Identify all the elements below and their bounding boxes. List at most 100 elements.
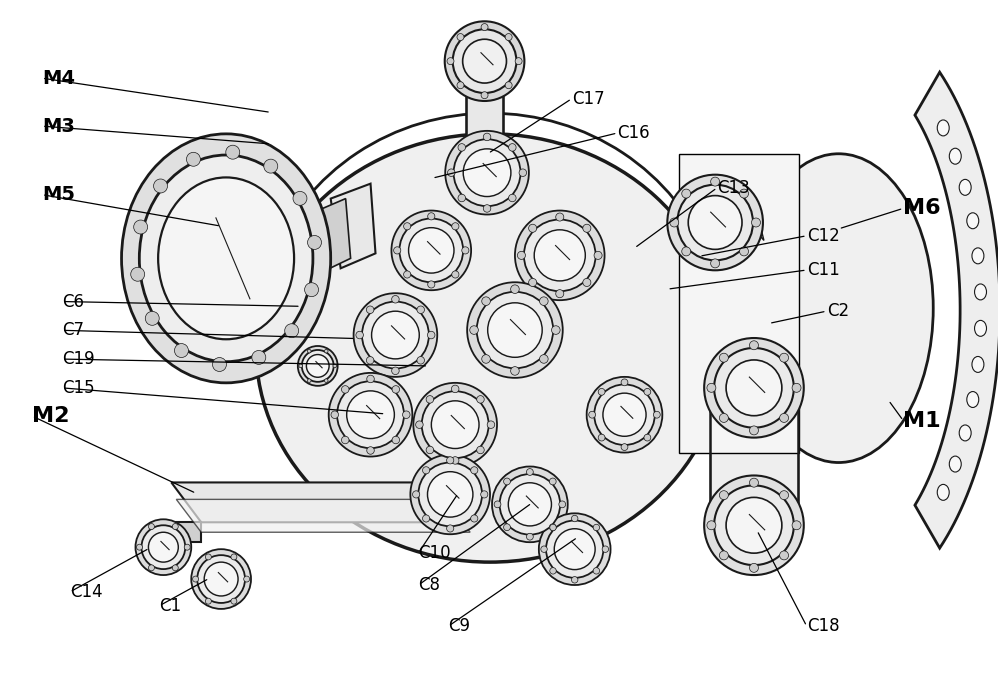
Circle shape: [399, 219, 463, 282]
Circle shape: [749, 563, 758, 572]
Circle shape: [571, 515, 578, 522]
Circle shape: [356, 331, 363, 338]
Circle shape: [677, 184, 753, 260]
Circle shape: [550, 568, 556, 574]
Circle shape: [704, 338, 804, 438]
Circle shape: [137, 544, 143, 550]
Circle shape: [711, 259, 720, 268]
Circle shape: [458, 194, 466, 202]
Circle shape: [341, 436, 349, 444]
Circle shape: [307, 350, 311, 353]
Circle shape: [792, 521, 801, 530]
Text: C11: C11: [807, 261, 840, 279]
Text: C1: C1: [159, 596, 182, 615]
Circle shape: [515, 211, 605, 300]
Circle shape: [589, 411, 596, 418]
Circle shape: [451, 457, 459, 464]
Circle shape: [471, 466, 478, 474]
Circle shape: [482, 354, 490, 363]
Circle shape: [428, 281, 435, 288]
Text: C10: C10: [418, 544, 451, 562]
Circle shape: [264, 159, 278, 173]
Circle shape: [526, 533, 533, 540]
Circle shape: [329, 373, 412, 457]
Circle shape: [134, 220, 148, 234]
Ellipse shape: [972, 248, 984, 264]
Circle shape: [653, 411, 660, 418]
Circle shape: [714, 486, 794, 565]
Circle shape: [417, 306, 424, 314]
Text: M1: M1: [903, 411, 941, 431]
Circle shape: [197, 555, 245, 603]
Circle shape: [231, 554, 237, 560]
Circle shape: [505, 82, 512, 89]
Circle shape: [148, 533, 178, 562]
Circle shape: [546, 521, 603, 578]
Circle shape: [305, 283, 319, 297]
Circle shape: [302, 350, 334, 382]
Circle shape: [483, 133, 491, 140]
Circle shape: [463, 149, 511, 197]
Circle shape: [135, 519, 191, 575]
Circle shape: [726, 497, 782, 553]
Circle shape: [226, 145, 240, 159]
Circle shape: [451, 385, 459, 393]
Circle shape: [487, 421, 495, 429]
Circle shape: [212, 358, 226, 372]
Polygon shape: [171, 482, 470, 522]
Circle shape: [445, 21, 524, 101]
Circle shape: [504, 524, 510, 530]
Circle shape: [594, 251, 602, 259]
Circle shape: [148, 524, 154, 530]
Text: C15: C15: [62, 379, 94, 397]
Circle shape: [467, 282, 563, 378]
Circle shape: [749, 426, 758, 435]
Circle shape: [470, 325, 478, 334]
Circle shape: [148, 565, 154, 571]
Circle shape: [392, 296, 399, 303]
Circle shape: [347, 391, 394, 438]
Ellipse shape: [937, 484, 949, 500]
Polygon shape: [331, 184, 376, 268]
Circle shape: [511, 285, 519, 294]
Circle shape: [594, 385, 655, 445]
Circle shape: [231, 598, 237, 604]
Circle shape: [331, 411, 339, 418]
Circle shape: [367, 375, 374, 383]
Circle shape: [707, 383, 716, 392]
Circle shape: [556, 213, 564, 221]
Polygon shape: [171, 522, 201, 542]
Circle shape: [477, 292, 553, 368]
Text: M3: M3: [42, 116, 75, 136]
Circle shape: [644, 434, 651, 441]
Circle shape: [483, 205, 491, 212]
Circle shape: [481, 491, 488, 498]
Text: C6: C6: [62, 292, 84, 310]
Circle shape: [193, 576, 199, 582]
Circle shape: [447, 525, 454, 532]
Circle shape: [366, 356, 374, 364]
Text: C13: C13: [717, 179, 750, 197]
Circle shape: [428, 213, 435, 220]
Text: C8: C8: [418, 576, 440, 594]
Circle shape: [418, 462, 482, 526]
Circle shape: [413, 383, 497, 466]
Circle shape: [394, 247, 401, 254]
Circle shape: [603, 393, 646, 436]
Text: C12: C12: [807, 227, 840, 245]
Circle shape: [447, 58, 454, 65]
Circle shape: [447, 457, 454, 464]
Circle shape: [333, 364, 337, 367]
Circle shape: [141, 525, 185, 569]
Ellipse shape: [158, 178, 294, 339]
Ellipse shape: [975, 321, 987, 336]
Circle shape: [452, 223, 459, 230]
Circle shape: [172, 524, 178, 530]
Circle shape: [392, 367, 399, 374]
Circle shape: [423, 515, 430, 522]
Ellipse shape: [139, 155, 313, 362]
Circle shape: [184, 544, 190, 550]
Ellipse shape: [972, 356, 984, 372]
Circle shape: [244, 576, 250, 582]
Circle shape: [252, 350, 266, 365]
